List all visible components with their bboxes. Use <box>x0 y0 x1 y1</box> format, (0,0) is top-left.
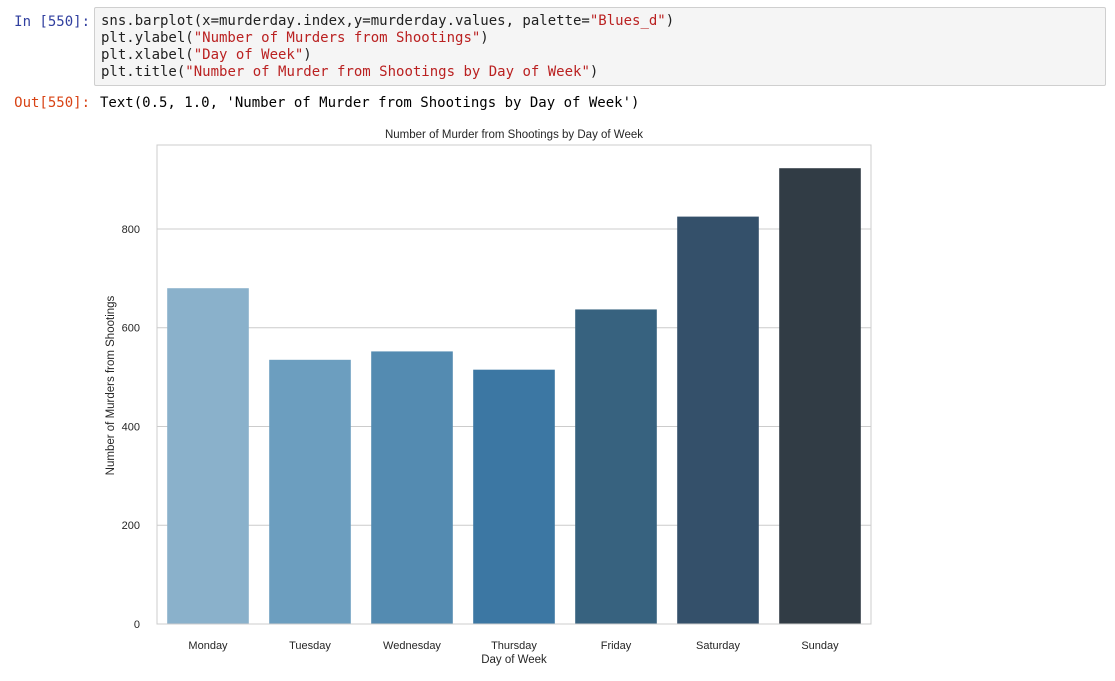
code-string-token: "Number of Murder from Shootings by Day … <box>185 64 590 80</box>
code-string-token: "Number of Murders from Shootings" <box>193 30 481 46</box>
bar-sunday <box>779 168 861 624</box>
bar-monday <box>167 288 249 624</box>
x-tick-label: Saturday <box>696 640 741 652</box>
y-tick-label: 400 <box>122 421 140 433</box>
y-axis-label: Number of Murders from Shootings <box>105 295 117 475</box>
code-line: plt.ylabel("Number of Murders from Shoot… <box>101 30 1099 47</box>
code-token: ) <box>480 30 489 46</box>
code-line: plt.title("Number of Murder from Shootin… <box>101 64 1099 81</box>
output-text: Text(0.5, 1.0, 'Number of Murder from Sh… <box>100 95 640 111</box>
bar-saturday <box>677 216 759 624</box>
code-token: plt.xlabel( <box>101 47 194 63</box>
bar-friday <box>575 309 657 624</box>
bar-wednesday <box>371 351 453 624</box>
x-tick-label: Monday <box>188 640 228 652</box>
code-token: ) <box>665 13 675 29</box>
x-tick-label: Wednesday <box>383 640 441 652</box>
x-tick-label: Tuesday <box>289 640 331 652</box>
code-token: ) <box>303 47 312 63</box>
code-token: ) <box>589 64 599 80</box>
input-prompt: In [550]: <box>14 14 90 30</box>
y-tick-label: 200 <box>122 520 140 532</box>
code-line: sns.barplot(x=murderday.index,y=murderda… <box>101 13 1099 30</box>
code-string-token: "Blues_d" <box>589 13 666 29</box>
x-axis-label: Day of Week <box>481 654 547 666</box>
output-prompt: Out[550]: <box>14 95 90 111</box>
code-string-token: "Day of Week" <box>193 47 304 63</box>
chart-title: Number of Murder from Shootings by Day o… <box>385 129 643 141</box>
y-tick-label: 0 <box>134 619 140 631</box>
bar-tuesday <box>269 359 351 624</box>
x-tick-label: Thursday <box>491 640 537 652</box>
x-tick-label: Sunday <box>801 640 839 652</box>
bar-thursday <box>473 369 555 624</box>
code-token: sns.barplot(x=murderday.index,y=murderda… <box>101 13 590 29</box>
plot-frame <box>156 144 872 625</box>
code-token: plt.ylabel( <box>101 30 194 46</box>
code-cell-input[interactable]: sns.barplot(x=murderday.index,y=murderda… <box>94 7 1106 86</box>
code-line: plt.xlabel("Day of Week") <box>101 47 1099 64</box>
code-token: plt.title( <box>101 64 186 80</box>
y-tick-label: 600 <box>122 323 140 335</box>
x-tick-label: Friday <box>601 640 632 652</box>
y-tick-label: 800 <box>122 224 140 236</box>
